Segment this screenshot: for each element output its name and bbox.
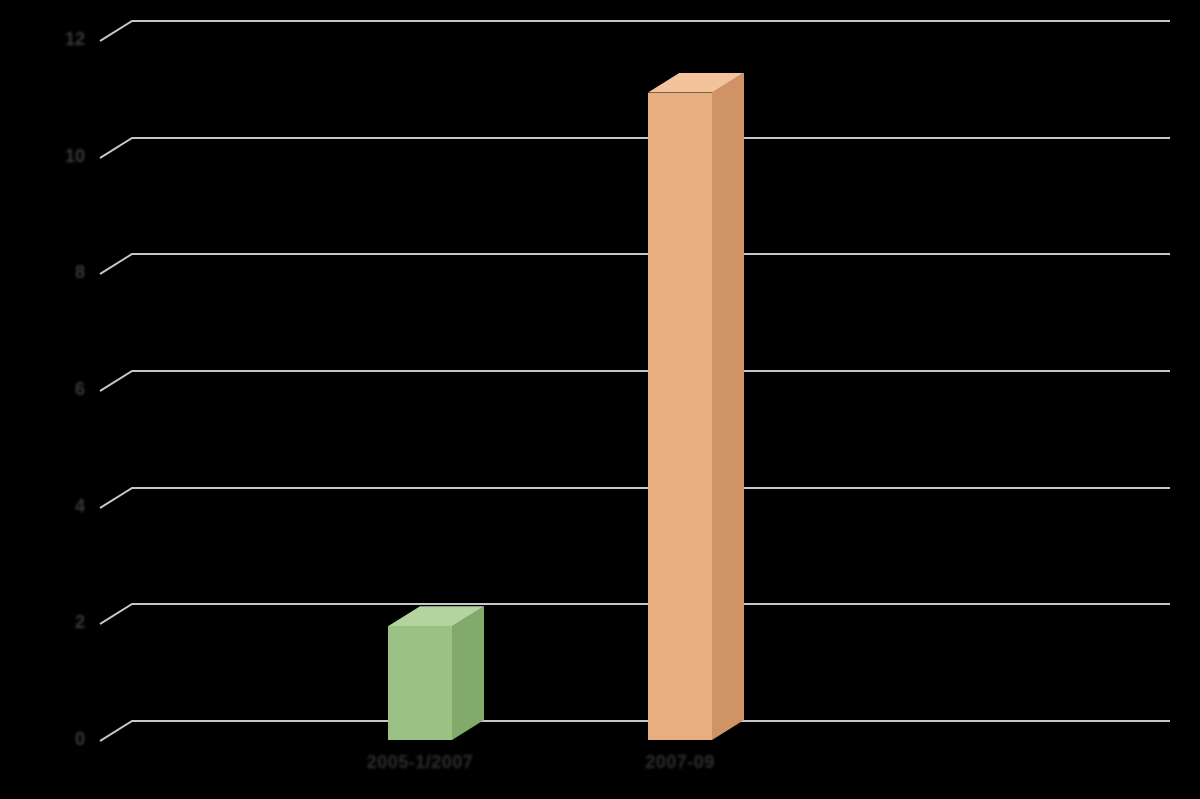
y-tick-label: 2 [45, 612, 85, 633]
y-tick-label: 4 [45, 496, 85, 517]
gridline-tick-diagonal [99, 20, 132, 42]
y-tick-label: 6 [45, 379, 85, 400]
y-tick-label: 8 [45, 262, 85, 283]
gridline-tick-diagonal [99, 603, 132, 625]
x-tick-label: 2007-09 [590, 752, 770, 773]
bar [388, 626, 452, 740]
gridline-tick-diagonal [99, 137, 132, 159]
gridline-tick-diagonal [99, 370, 132, 392]
bar-front-face [648, 93, 712, 741]
bar-chart-3d: 0 2 4 6 8 10 12 2005-1/2007 2007-09 [0, 0, 1200, 799]
y-tick-label: 12 [45, 29, 85, 50]
x-tick-label: 2005-1/2007 [330, 752, 510, 773]
gridline-tick-diagonal [99, 720, 132, 742]
bar-front-face [388, 626, 452, 740]
gridline-tick-diagonal [99, 487, 132, 509]
bar-side-face [452, 606, 484, 740]
gridline-tick-diagonal [99, 253, 132, 275]
gridline-horizontal [132, 20, 1170, 22]
y-tick-label: 0 [45, 729, 85, 750]
bar [648, 93, 712, 741]
y-tick-label: 10 [45, 146, 85, 167]
bar-side-face [712, 73, 744, 741]
